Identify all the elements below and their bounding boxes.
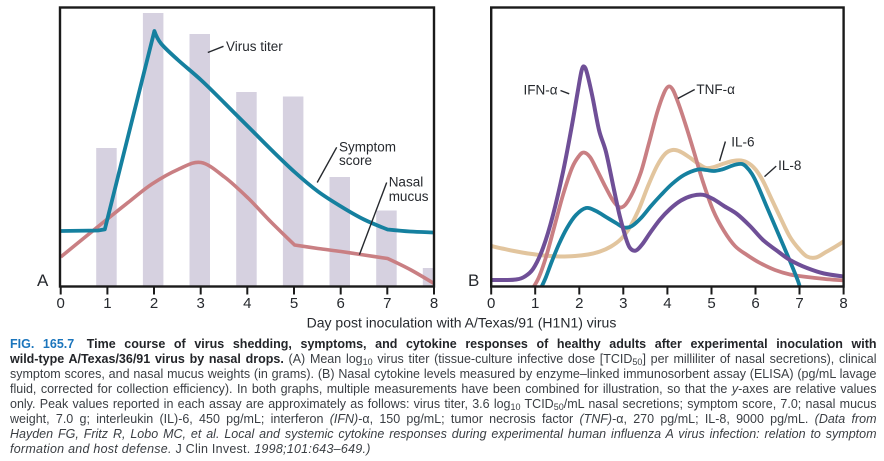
- svg-text:3: 3: [619, 295, 627, 312]
- svg-text:0: 0: [487, 295, 495, 312]
- svg-text:2: 2: [575, 295, 583, 312]
- svg-text:mucus: mucus: [389, 189, 429, 204]
- svg-text:1: 1: [531, 295, 539, 312]
- svg-text:6: 6: [751, 295, 759, 312]
- svg-text:8: 8: [430, 295, 438, 312]
- svg-text:7: 7: [795, 295, 803, 312]
- svg-text:Symptom: Symptom: [339, 140, 396, 155]
- svg-text:B: B: [468, 271, 479, 290]
- svg-text:IFN-α: IFN-α: [523, 83, 557, 98]
- svg-text:1: 1: [103, 295, 111, 312]
- svg-text:A: A: [37, 271, 49, 290]
- svg-text:2: 2: [150, 295, 158, 312]
- svg-text:7: 7: [383, 295, 391, 312]
- svg-text:3: 3: [197, 295, 205, 312]
- svg-text:TNF-α: TNF-α: [696, 82, 735, 97]
- svg-text:5: 5: [290, 295, 298, 312]
- svg-text:score: score: [339, 153, 372, 168]
- svg-text:Day post inoculation with A/Te: Day post inoculation with A/Texas/91 (H1…: [307, 315, 617, 331]
- svg-text:IL-8: IL-8: [778, 158, 801, 173]
- svg-text:5: 5: [707, 295, 715, 312]
- svg-text:0: 0: [57, 295, 65, 312]
- svg-text:8: 8: [839, 295, 847, 312]
- svg-text:4: 4: [243, 295, 251, 312]
- svg-text:4: 4: [663, 295, 671, 312]
- svg-text:Nasal: Nasal: [389, 175, 424, 190]
- svg-text:6: 6: [337, 295, 345, 312]
- svg-text:IL-6: IL-6: [731, 135, 754, 150]
- svg-text:Virus titer: Virus titer: [226, 39, 283, 54]
